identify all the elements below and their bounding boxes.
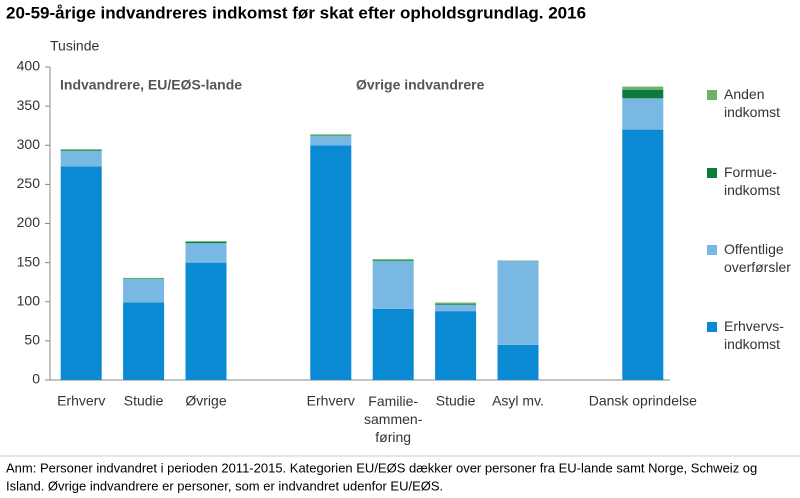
legend-swatch bbox=[707, 322, 717, 332]
bar-segment bbox=[622, 87, 663, 90]
legend-swatch bbox=[707, 168, 717, 178]
bar-segment bbox=[123, 279, 164, 302]
x-tick-label: Erhverv bbox=[307, 393, 355, 409]
bar-segment bbox=[373, 259, 414, 260]
group-label: Indvandrere, EU/EØS-lande bbox=[60, 77, 242, 93]
y-tick-label: 400 bbox=[17, 58, 41, 74]
bar-segment bbox=[123, 278, 164, 279]
legend-swatch bbox=[707, 90, 717, 100]
y-tick-label: 350 bbox=[17, 97, 41, 113]
bar-segment bbox=[61, 149, 102, 150]
x-tick-label: Øvrige bbox=[185, 393, 226, 409]
y-tick-label: 250 bbox=[17, 175, 41, 191]
y-tick-label: 300 bbox=[17, 136, 41, 152]
note: Island. Øvrige indvandrere er personer, … bbox=[6, 478, 443, 493]
bar-segment bbox=[310, 136, 351, 145]
bar-segment bbox=[373, 260, 414, 261]
bar-segment bbox=[373, 309, 414, 380]
y-tick-label: 150 bbox=[17, 253, 41, 269]
legend-swatch bbox=[707, 245, 717, 255]
bar-segment bbox=[186, 263, 227, 380]
bar-segment bbox=[498, 345, 539, 380]
y-tick-label: 50 bbox=[24, 332, 40, 348]
note: Anm: Personer indvandret i perioden 2011… bbox=[6, 460, 757, 475]
legend-label: Formue-indkomst bbox=[724, 164, 780, 198]
bar-segment bbox=[373, 261, 414, 309]
legend-label: Erhvervs-indkomst bbox=[724, 318, 784, 352]
bar-segment bbox=[61, 151, 102, 167]
x-tick-label: Dansk oprindelse bbox=[589, 393, 697, 409]
bar-segment bbox=[186, 243, 227, 263]
bar-segment bbox=[435, 303, 476, 305]
group-label: Øvrige indvandrere bbox=[356, 77, 485, 93]
bar-segment bbox=[435, 311, 476, 380]
bar-segment bbox=[61, 150, 102, 151]
y-tick-label: 0 bbox=[32, 371, 40, 387]
bar-segment bbox=[186, 241, 227, 242]
x-tick-label: Studie bbox=[436, 393, 476, 409]
bar-segment bbox=[186, 242, 227, 243]
x-tick-label: Studie bbox=[124, 393, 164, 409]
y-unit-label: Tusinde bbox=[50, 38, 100, 54]
bar-segment bbox=[622, 90, 663, 99]
x-tick-label: Asyl mv. bbox=[492, 393, 544, 409]
x-tick-label: Familie-sammen-føring bbox=[364, 393, 423, 445]
bar-segment bbox=[498, 261, 539, 345]
x-tick-label: Erhverv bbox=[57, 393, 105, 409]
y-tick-label: 100 bbox=[17, 292, 41, 308]
bar-segment bbox=[310, 145, 351, 380]
chart-title: 20-59-årige indvandreres indkomst før sk… bbox=[6, 3, 586, 22]
bar-segment bbox=[435, 304, 476, 305]
bar-segment bbox=[123, 303, 164, 380]
y-tick-label: 200 bbox=[17, 214, 41, 230]
bar-segment bbox=[622, 98, 663, 129]
bar-segment bbox=[435, 305, 476, 311]
bar-segment bbox=[622, 130, 663, 380]
bar-segment bbox=[61, 166, 102, 380]
bar-segment bbox=[310, 134, 351, 135]
